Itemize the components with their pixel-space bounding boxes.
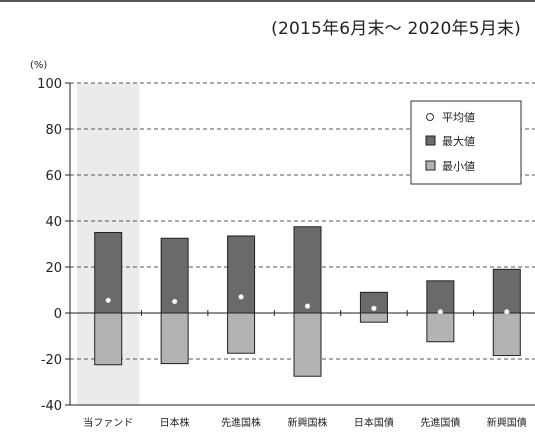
min-bar <box>293 312 322 377</box>
mean-point <box>304 303 311 309</box>
mean-point <box>371 305 377 312</box>
legend-label: 最大値 <box>442 134 475 148</box>
y-tick-label: 60 <box>45 169 62 184</box>
max-bar <box>492 268 521 314</box>
min-bar <box>492 312 521 357</box>
legend-mean-marker <box>426 113 434 121</box>
y-tick-label: 80 <box>45 123 62 138</box>
legend-label: 最小値 <box>442 160 475 173</box>
legend-max-swatch <box>425 135 436 146</box>
period-label: (2015年6月末～ 2020年5月末) <box>271 19 521 39</box>
mean-point <box>105 297 112 304</box>
x-tick-label: 当ファンド <box>83 416 133 429</box>
max-bar <box>426 280 455 314</box>
max-bar <box>227 235 256 314</box>
x-tick-label: 先進国株 <box>221 416 261 429</box>
min-bar <box>359 312 388 323</box>
y-tick-label: 0 <box>54 307 62 322</box>
x-tick-label: 新興国債 <box>487 416 527 429</box>
x-tick-label: 先進国債 <box>420 416 460 429</box>
min-bar <box>426 312 455 343</box>
legend-min-swatch <box>425 160 436 171</box>
y-axis-unit: (%) <box>30 60 47 71</box>
x-tick-label: 日本国債 <box>354 416 394 429</box>
min-bar <box>160 312 189 365</box>
y-tick-label: -20 <box>41 353 62 368</box>
y-tick-label: 20 <box>45 261 62 276</box>
y-tick-label: 100 <box>37 77 62 92</box>
min-bar <box>94 312 123 366</box>
min-bar <box>227 312 256 354</box>
legend-label: 平均値 <box>442 111 475 124</box>
y-tick-label: 40 <box>45 215 62 230</box>
y-tick-label: -40 <box>41 399 62 414</box>
max-bar <box>293 226 322 314</box>
x-tick-label: 新興国株 <box>288 416 328 429</box>
mean-point <box>503 308 510 315</box>
x-tick-label: 日本株 <box>160 416 190 429</box>
mean-point <box>171 298 178 305</box>
mean-point <box>437 308 444 315</box>
mean-point <box>238 293 244 300</box>
